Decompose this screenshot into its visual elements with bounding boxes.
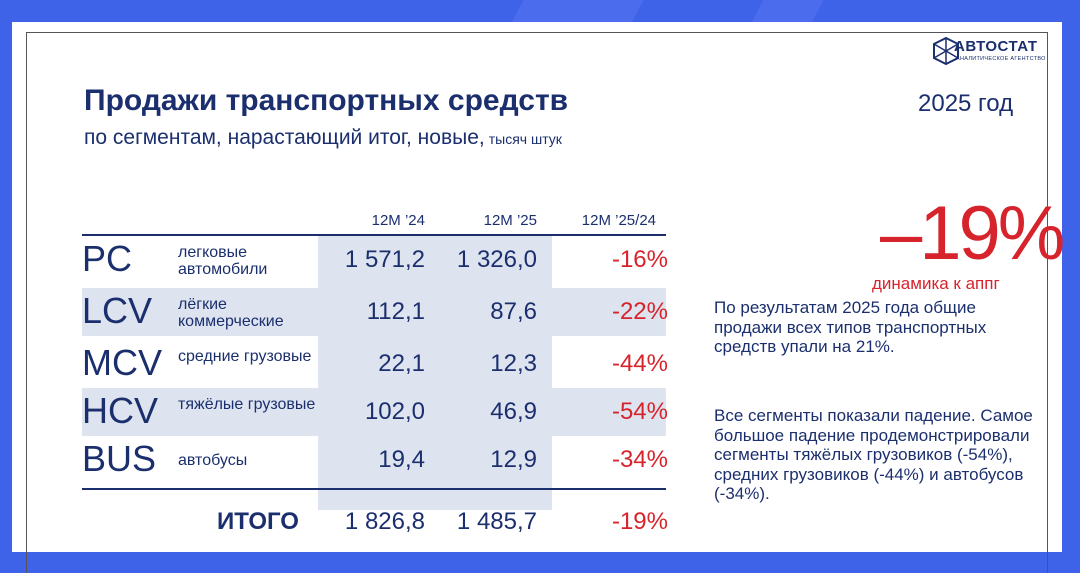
headline-caption: динамика к аппг	[872, 274, 1000, 293]
avtostat-logo-icon	[933, 36, 959, 66]
summary-paragraph: Все сегменты показали падение. Самое бол…	[714, 406, 1033, 503]
value-2025: 12,9	[490, 446, 537, 473]
segment-code: HCV	[82, 390, 159, 431]
segment-name: легковые автомобили	[178, 244, 268, 278]
value-2024: 22,1	[378, 350, 425, 377]
segment-name: лёгкие коммерческие	[178, 296, 284, 330]
table-row: HCV тяжёлые грузовые 102,0 46,9 -54%	[82, 388, 668, 436]
table-top-rule	[82, 234, 666, 236]
year-label: 2025 год	[918, 90, 1014, 117]
slide-panel: АВТОСТАТ АНАЛИТИЧЕСКОЕ АГЕНТСТВО Продажи…	[12, 22, 1065, 573]
page-subtitle: по сегментам, нарастающий итог, новые, ты…	[84, 126, 562, 150]
segment-code: PC	[82, 238, 133, 279]
page-title: Продажи транспортных средств	[84, 84, 569, 117]
value-2024: 1 571,2	[344, 246, 425, 273]
change-percent: -22%	[611, 298, 668, 325]
column-header: 12М ’25/24	[581, 212, 656, 229]
table-row: MCV средние грузовые 22,1 12,3 -44%	[82, 340, 668, 388]
segment-name: средние грузовые	[178, 348, 312, 365]
headline-change: –19%	[880, 191, 1065, 276]
value-2024: 19,4	[378, 446, 425, 473]
change-percent: -34%	[611, 446, 668, 473]
value-2025: 46,9	[490, 398, 537, 425]
segment-name: тяжёлые грузовые	[178, 396, 316, 413]
table-row: PC легковые автомобили 1 571,2 1 326,0 -…	[82, 236, 668, 284]
segment-code: LCV	[82, 290, 153, 331]
summary-paragraph: По результатам 2025 года общие продажи в…	[714, 298, 987, 356]
column-header: 12М ’25	[483, 212, 537, 229]
change-percent: -16%	[611, 246, 668, 273]
total-2025: 1 485,7	[456, 508, 537, 535]
table-row: BUS автобусы 19,4 12,9 -34%	[82, 436, 668, 484]
value-2024: 112,1	[366, 298, 425, 325]
value-2025: 12,3	[490, 350, 537, 377]
table-bottom-rule	[82, 488, 666, 490]
change-percent: -44%	[611, 350, 668, 377]
value-2025: 87,6	[490, 298, 537, 325]
column-header: 12М ’24	[371, 212, 425, 229]
segment-name: автобусы	[178, 452, 248, 469]
subtitle-text: по сегментам, нарастающий итог, новые,	[84, 126, 485, 149]
total-change: -19%	[611, 508, 668, 535]
change-percent: -54%	[611, 398, 668, 425]
unit-label: тысяч штук	[488, 131, 562, 147]
slide-frame	[26, 32, 1048, 573]
shaded-column	[318, 234, 552, 510]
segment-code: MCV	[82, 342, 162, 383]
brand-name: АВТОСТАТ	[954, 38, 1038, 55]
brand-tagline: АНАЛИТИЧЕСКОЕ АГЕНТСТВО	[956, 56, 1046, 62]
total-2024: 1 826,8	[344, 508, 425, 535]
table-row: LCV лёгкие коммерческие 112,1 87,6 -22%	[82, 288, 668, 336]
value-2025: 1 326,0	[456, 246, 537, 273]
total-label: ИТОГО	[217, 508, 299, 535]
value-2024: 102,0	[364, 398, 425, 425]
segment-code: BUS	[82, 438, 157, 479]
